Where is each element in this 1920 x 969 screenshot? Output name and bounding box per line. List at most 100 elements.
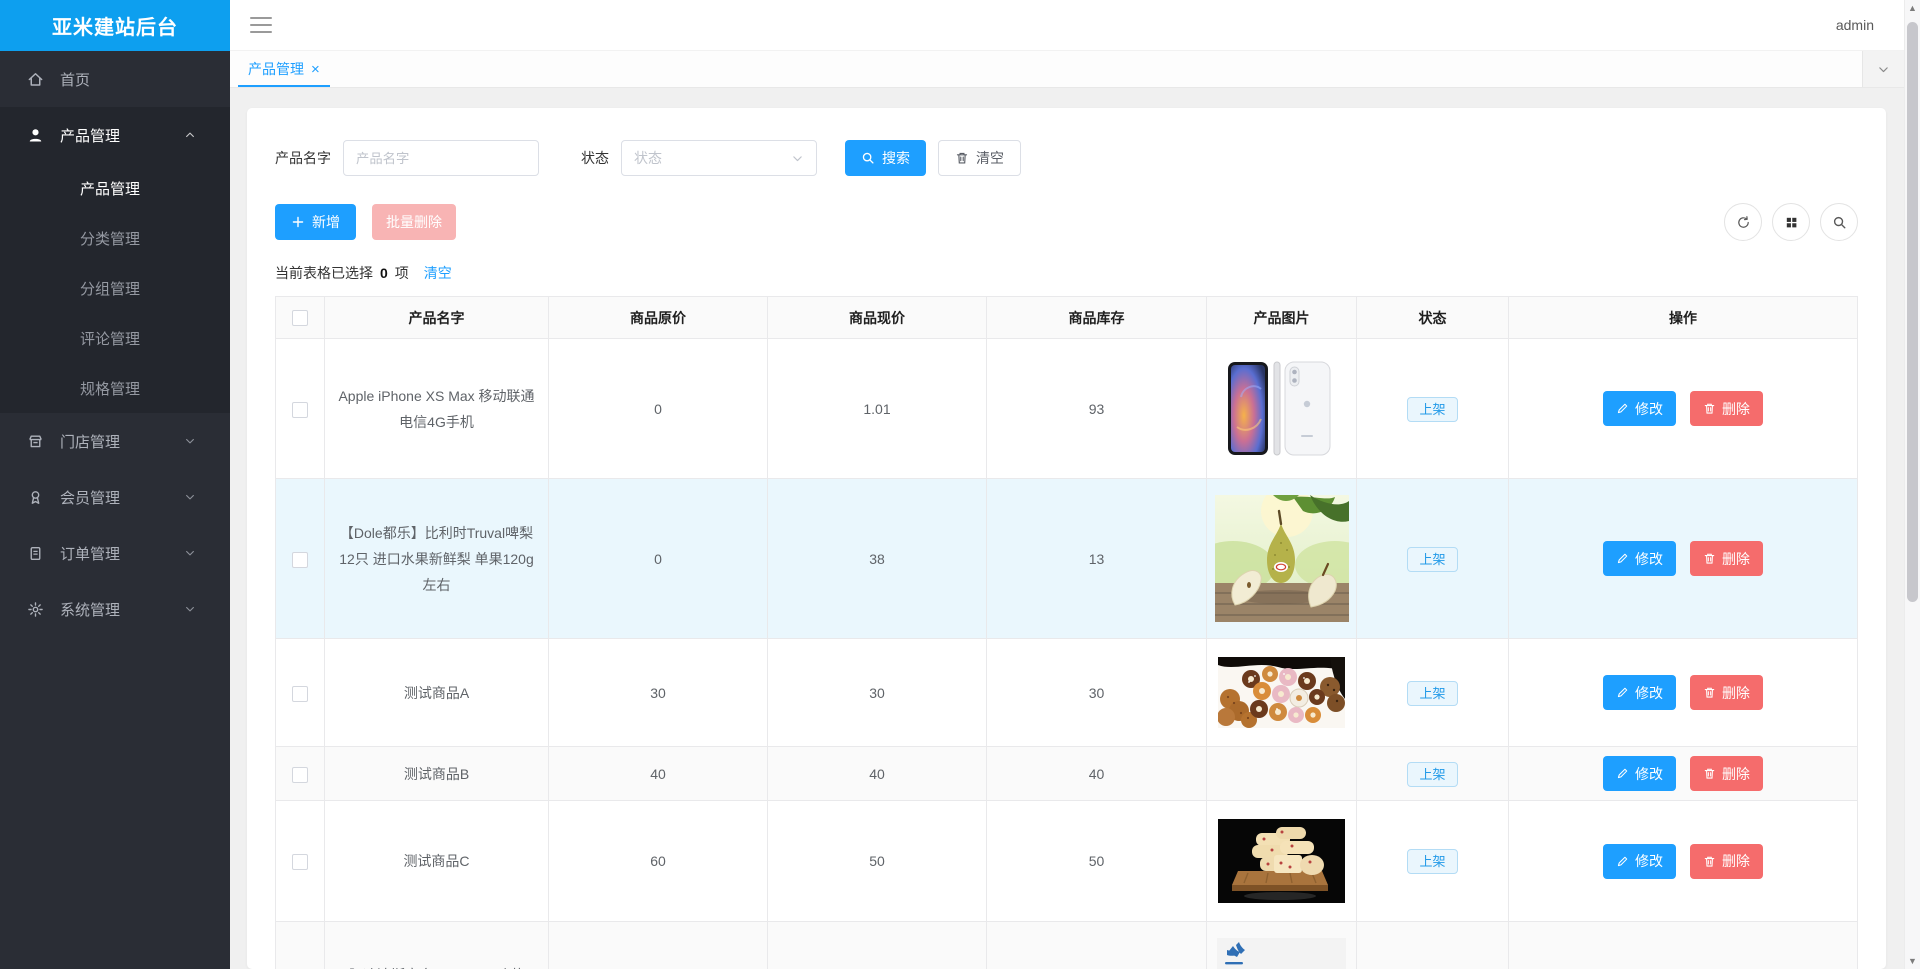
stock-cell: 93 bbox=[986, 338, 1207, 479]
delete-button[interactable]: 删除 bbox=[1689, 843, 1763, 879]
edit-button[interactable]: 修改 bbox=[1603, 391, 1677, 426]
delete-button[interactable]: 删除 bbox=[1689, 756, 1763, 791]
product-name-cell: 【Dole都乐】比利时Truval啤梨12只 进口水果新鲜梨 单果120g左右 bbox=[324, 478, 549, 639]
tab-product-management[interactable]: 产品管理 × bbox=[232, 51, 336, 87]
edit-button[interactable]: 修改 bbox=[1603, 541, 1677, 576]
sidebar-subitem-label: 分类管理 bbox=[80, 230, 141, 248]
edit-button[interactable]: 修改 bbox=[1603, 675, 1677, 710]
stock-cell: 30 bbox=[986, 638, 1207, 747]
sidebar-subitem-product-management[interactable]: 产品管理 bbox=[0, 163, 230, 213]
original-price-cell: 60 bbox=[548, 800, 768, 922]
select-all-checkbox[interactable] bbox=[292, 310, 308, 327]
current-price-cell: 50 bbox=[767, 800, 987, 922]
product-image-cell bbox=[1206, 921, 1357, 969]
selection-count: 0 bbox=[380, 265, 388, 281]
home-icon bbox=[27, 71, 44, 88]
original-price-cell: 0 bbox=[548, 338, 768, 479]
product-name-cell: Apple iPhone XS Max 移动联通电信4G手机 bbox=[324, 338, 549, 479]
sidebar-item-label: 会员管理 bbox=[60, 489, 121, 507]
pencil-icon bbox=[1616, 686, 1629, 699]
sidebar-subitem-comment-management[interactable]: 评论管理 bbox=[0, 313, 230, 363]
tab-close-icon[interactable]: × bbox=[311, 60, 320, 78]
column-settings-button[interactable] bbox=[1772, 203, 1810, 241]
delete-button[interactable]: 删除 bbox=[1689, 675, 1763, 710]
clear-button[interactable]: 清空 bbox=[938, 140, 1021, 176]
main-area: admin 产品管理 × 产品名字 状态 状态 bbox=[230, 0, 1920, 969]
table-search-button[interactable] bbox=[1820, 203, 1858, 241]
chevron-down-icon bbox=[791, 152, 804, 165]
sidebar-subitem-category-management[interactable]: 分类管理 bbox=[0, 213, 230, 263]
product-image bbox=[1215, 495, 1349, 622]
delete-button[interactable]: 删除 bbox=[1689, 391, 1763, 426]
edit-button[interactable]: 修改 bbox=[1603, 843, 1677, 879]
table-row: 测试商品C 60 50 50 上架 修改 删除 bbox=[275, 800, 1858, 922]
clear-selection-link[interactable]: 清空 bbox=[423, 265, 452, 281]
trash-icon bbox=[1703, 402, 1716, 415]
chevron-down-icon bbox=[184, 435, 196, 447]
stock-cell: 50 bbox=[986, 800, 1207, 922]
refresh-button[interactable] bbox=[1724, 203, 1762, 241]
batch-delete-button[interactable]: 批量删除 bbox=[372, 204, 456, 240]
scroll-up-icon[interactable]: ▲ bbox=[1908, 3, 1917, 13]
tab-list-dropdown-button[interactable] bbox=[1862, 51, 1904, 87]
sidebar-item-member-management[interactable]: 会员管理 bbox=[0, 469, 230, 525]
product-image-cell bbox=[1206, 638, 1357, 747]
sidebar-subitem-label: 分组管理 bbox=[80, 280, 141, 298]
sidebar-subitem-label: 规格管理 bbox=[80, 380, 141, 398]
current-price-cell: 1.01 bbox=[767, 338, 987, 479]
chevron-down-icon bbox=[1877, 63, 1890, 76]
scroll-down-icon[interactable]: ▼ bbox=[1908, 956, 1917, 966]
status-badge: 上架 bbox=[1407, 849, 1458, 874]
delete-button[interactable]: 删除 bbox=[1689, 541, 1763, 576]
row-checkbox[interactable] bbox=[292, 854, 308, 871]
column-header: 商品现价 bbox=[767, 296, 987, 339]
product-image-cell bbox=[1206, 338, 1357, 479]
original-price-cell: 0 bbox=[548, 478, 768, 639]
search-icon bbox=[861, 151, 875, 165]
row-checkbox[interactable] bbox=[292, 401, 308, 418]
sidebar-item-system-management[interactable]: 系统管理 bbox=[0, 581, 230, 637]
plus-icon bbox=[291, 215, 305, 229]
sidebar-item-label: 系统管理 bbox=[60, 601, 121, 619]
status-select[interactable]: 状态 bbox=[621, 140, 817, 176]
edit-button[interactable]: 修改 bbox=[1603, 756, 1677, 791]
row-checkbox[interactable] bbox=[292, 766, 308, 783]
status-badge: 上架 bbox=[1407, 761, 1458, 787]
add-button[interactable]: 新增 bbox=[275, 204, 356, 240]
search-icon bbox=[1832, 215, 1847, 230]
status-select-placeholder: 状态 bbox=[634, 150, 662, 166]
product-image-cell bbox=[1206, 800, 1357, 922]
current-price-cell: 1199 bbox=[767, 921, 987, 969]
user-menu[interactable]: admin bbox=[1835, 17, 1874, 33]
product-image-cell bbox=[1206, 746, 1357, 801]
stock-cell: 13 bbox=[986, 478, 1207, 639]
sidebar-item-home[interactable]: 首页 bbox=[0, 51, 230, 107]
sidebar-item-store-management[interactable]: 门店管理 bbox=[0, 413, 230, 469]
original-price-cell: 10 bbox=[548, 921, 768, 969]
pencil-icon bbox=[1616, 552, 1629, 565]
current-price-cell: 40 bbox=[767, 746, 987, 801]
status-badge: 上架 bbox=[1407, 680, 1458, 706]
sidebar-subitem-spec-management[interactable]: 规格管理 bbox=[0, 363, 230, 413]
sidebar-item-product-management[interactable]: 产品管理 bbox=[0, 107, 230, 163]
table-row: 测试商品A 30 30 30 上架 修改 删除 bbox=[275, 638, 1858, 747]
sidebar-subitem-group-management[interactable]: 分组管理 bbox=[0, 263, 230, 313]
row-checkbox[interactable] bbox=[292, 685, 308, 702]
chevron-down-icon bbox=[184, 491, 196, 503]
trash-icon bbox=[1703, 686, 1716, 699]
trash-icon bbox=[1703, 552, 1716, 565]
sidebar-item-order-management[interactable]: 订单管理 bbox=[0, 525, 230, 581]
pencil-icon bbox=[1616, 855, 1629, 868]
member-icon bbox=[27, 489, 44, 506]
column-header: 状态 bbox=[1356, 296, 1509, 339]
menu-toggle-icon[interactable] bbox=[250, 17, 272, 33]
search-button[interactable]: 搜索 bbox=[845, 140, 926, 176]
product-name-input[interactable] bbox=[343, 140, 539, 176]
trash-icon bbox=[1703, 855, 1716, 868]
sidebar-item-label: 门店管理 bbox=[60, 433, 121, 451]
selection-unit: 项 bbox=[394, 265, 409, 281]
sidebar-item-label: 产品管理 bbox=[60, 127, 121, 145]
row-checkbox[interactable] bbox=[292, 551, 308, 568]
page-scrollbar[interactable]: ▲ ▼ bbox=[1904, 0, 1920, 969]
scrollbar-thumb[interactable] bbox=[1907, 22, 1918, 602]
